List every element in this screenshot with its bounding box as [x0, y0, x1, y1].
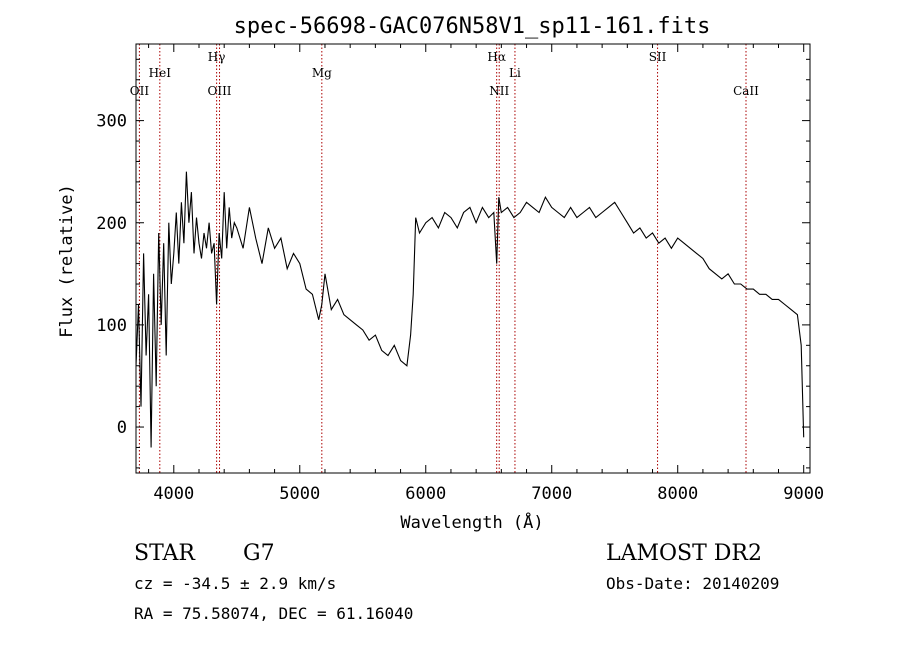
chart-title: spec-56698-GAC076N58V1_sp11-161.fits [234, 14, 711, 39]
emission-line-label: NII [489, 84, 509, 98]
emission-line-label: Mg [312, 66, 332, 80]
emission-line-label: OII [130, 84, 150, 98]
x-tick-label: 9000 [783, 484, 824, 504]
y-tick-label: 0 [117, 418, 127, 438]
emission-line-label: Li [509, 66, 521, 80]
emission-line-label: HeI [149, 66, 172, 80]
obs-date-readout: Obs-Date: 20140209 [606, 574, 779, 593]
x-tick-label: 7000 [531, 484, 572, 504]
x-tick-label: 4000 [153, 484, 194, 504]
plot-frame [135, 43, 811, 474]
emission-line-label: OIII [207, 84, 231, 98]
x-tick-label: 5000 [279, 484, 320, 504]
y-tick-label: 100 [96, 316, 127, 336]
coordinates-readout: RA = 75.58074, DEC = 61.16040 [134, 604, 413, 623]
object-type: STAR [134, 541, 196, 566]
y-axis-label: Flux (relative) [57, 184, 77, 338]
spectral-class: G7 [243, 541, 275, 566]
emission-line-label: Hα [487, 50, 506, 64]
redshift-readout: cz = -34.5 ± 2.9 km/s [134, 574, 336, 593]
x-tick-label: 8000 [657, 484, 698, 504]
y-tick-label: 200 [96, 214, 127, 234]
emission-line-label: CaII [733, 84, 759, 98]
spectrum-series-line [136, 171, 805, 448]
emission-line-label: SII [649, 50, 667, 64]
x-tick-label: 6000 [405, 484, 446, 504]
x-axis-label: Wavelength (Å) [400, 511, 543, 533]
y-tick-label: 300 [96, 112, 127, 132]
emission-line-label: Hγ [208, 50, 226, 64]
survey-name: LAMOST DR2 [606, 541, 762, 566]
